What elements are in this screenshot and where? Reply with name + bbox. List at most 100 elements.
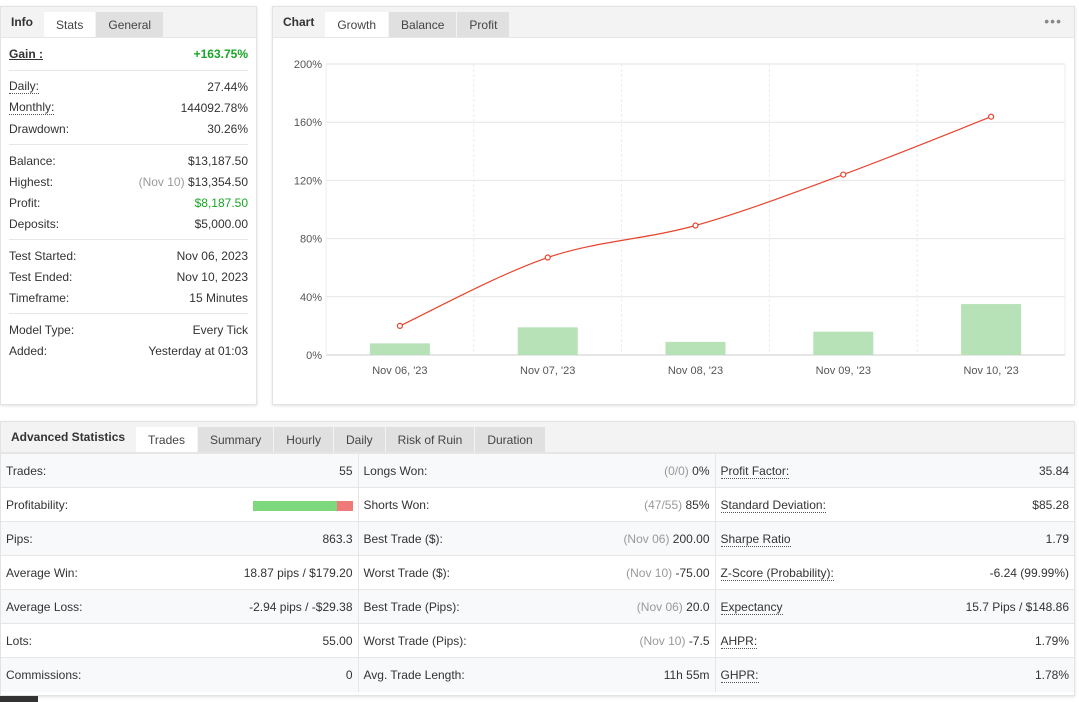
tab-profit[interactable]: Profit	[457, 12, 511, 37]
tab-trades[interactable]: Trades	[136, 427, 198, 452]
info-row: Balance: $13,187.50	[9, 150, 248, 171]
stat-label[interactable]: GHPR:	[715, 657, 895, 692]
tab-advanced-statistics[interactable]: Advanced Statistics	[1, 422, 137, 452]
stat-label: Best Trade (Pips):	[358, 589, 508, 624]
info-row-label: Test Started:	[9, 248, 77, 263]
stat-value: (0/0) 0%	[508, 453, 716, 488]
info-row: Added: Yesterday at 01:03	[9, 340, 248, 361]
tab-general[interactable]: General	[96, 12, 165, 37]
stat-value: 1.78%	[895, 657, 1074, 692]
info-row: Timeframe: 15 Minutes	[9, 287, 248, 308]
info-row-value-text: 15 Minutes	[189, 290, 248, 305]
info-row-label: Model Type:	[9, 322, 75, 337]
info-row-label: Balance:	[9, 153, 56, 168]
y-tick-label: 0%	[306, 350, 322, 362]
stat-detail: (47/55)	[644, 497, 683, 512]
table-row: Average Win: 18.87 pips / $179.20 Worst Tr…	[1, 555, 1074, 590]
stat-label[interactable]: Standard Deviation:	[715, 487, 895, 522]
profitability-bar	[252, 500, 353, 512]
stat-value: 0	[151, 657, 359, 692]
bar	[961, 304, 1022, 355]
stat-label: Longs Won:	[358, 453, 508, 488]
stat-label-text[interactable]: GHPR:	[720, 667, 759, 683]
info-row-value: $13,187.50	[188, 154, 248, 168]
stat-label: Profitability:	[1, 487, 151, 522]
x-tick-label: Nov 08, '23	[668, 365, 723, 377]
info-row-value-text: $13,187.50	[187, 153, 248, 168]
bar	[517, 327, 578, 355]
stat-label[interactable]: Expectancy	[715, 589, 895, 624]
stat-label-text[interactable]: AHPR:	[720, 633, 758, 649]
more-options-icon[interactable]: •••	[1044, 13, 1062, 29]
info-panel: Info Stats General Gain : +163.75% Daily…	[0, 6, 257, 405]
stat-label-text[interactable]: Profit Factor:	[720, 463, 790, 479]
info-row: Drawdown: 30.26%	[9, 118, 248, 139]
info-row-value-text: $13,354.50	[187, 174, 248, 189]
info-row-value-text: Yesterday at 01:03	[148, 343, 248, 358]
table-row: Pips: 863.3 Best Trade ($): (Nov 06) 200.00…	[1, 521, 1074, 556]
stat-value: 1.79%	[895, 623, 1074, 658]
stat-label[interactable]: Z-Score (Probability):	[715, 555, 895, 590]
tab-stats[interactable]: Stats	[44, 12, 97, 37]
table-row: Profitability: Shorts Won: (47/55) 85% Stan…	[1, 487, 1074, 522]
info-row-label[interactable]: Daily:	[9, 79, 40, 94]
stat-label-text[interactable]: Sharpe Ratio	[720, 531, 791, 547]
stat-value: $85.28	[895, 487, 1074, 522]
stat-value: (47/55) 85%	[508, 487, 716, 522]
advanced-statistics-panel: Advanced Statistics Trades Summary Hourl…	[0, 421, 1075, 696]
info-row-value: $5,000.00	[195, 217, 248, 231]
tab-growth[interactable]: Growth	[325, 12, 390, 37]
info-row-label[interactable]: Monthly:	[9, 100, 55, 115]
stat-label-text[interactable]: Expectancy	[720, 599, 783, 615]
info-group: Model Type: Every Tick Added: Yesterday at …	[9, 314, 248, 366]
y-tick-label: 80%	[300, 234, 322, 246]
info-tabbar: Info Stats General	[1, 7, 256, 38]
info-group: Balance: $13,187.50 Highest: (Nov 10) $13,3…	[9, 145, 248, 240]
table-row: Trades: 55 Longs Won: (0/0) 0% Profit Factor…	[1, 453, 1074, 488]
tab-info[interactable]: Info	[1, 7, 44, 37]
stat-value: (Nov 06) 20.0	[508, 589, 716, 624]
info-group: Test Started: Nov 06, 2023 Test Ended: Nov …	[9, 240, 248, 314]
tab-balance[interactable]: Balance	[389, 12, 458, 37]
y-tick-label: 40%	[300, 292, 322, 304]
info-row-value-text: 30.26%	[207, 121, 248, 136]
info-row-label: Highest:	[9, 174, 54, 189]
chart-tabbar: Chart Growth Balance Profit	[273, 7, 1074, 38]
info-row-value-text: 27.44%	[207, 79, 248, 94]
info-row-label: Timeframe:	[9, 290, 70, 305]
stat-label-text[interactable]: Standard Deviation:	[720, 497, 826, 513]
stat-detail: (0/0)	[664, 463, 689, 478]
stat-value: 35.84	[895, 453, 1074, 488]
tab-daily[interactable]: Daily	[333, 427, 386, 452]
bar	[369, 343, 430, 355]
tab-duration[interactable]: Duration	[475, 427, 546, 452]
stat-value: 55.00	[151, 623, 359, 658]
info-group: Daily: 27.44% Monthly: 144092.78% Drawdown: 3…	[9, 71, 248, 145]
table-row: Lots: 55.00 Worst Trade (Pips): (Nov 10) -7…	[1, 623, 1074, 658]
stat-detail: (Nov 10)	[626, 565, 673, 580]
growth-chart: 200% 160% 120% 80% 40% 0% Nov 06, '23 Nov 07, '…	[294, 59, 1066, 377]
tab-summary[interactable]: Summary	[197, 427, 275, 452]
stat-label[interactable]: AHPR:	[715, 623, 895, 658]
stat-value: -6.24 (99.99%)	[895, 555, 1074, 590]
info-row: Profit: $8,187.50	[9, 192, 248, 213]
stat-label: Best Trade ($):	[358, 521, 508, 556]
stat-label: Lots:	[1, 623, 151, 658]
y-tick-label: 120%	[294, 175, 322, 187]
chart-panel: Chart Growth Balance Profit ••• 200% 160%…	[272, 6, 1075, 405]
stat-label[interactable]: Sharpe Ratio	[715, 521, 895, 556]
gain-label[interactable]: Gain :	[9, 47, 44, 61]
info-row-value: (Nov 10) $13,354.50	[139, 175, 248, 189]
stat-label-text[interactable]: Z-Score (Probability):	[720, 565, 834, 581]
x-tick-label: Nov 07, '23	[520, 365, 575, 377]
stat-label: Commissions:	[1, 657, 151, 692]
advanced-stats-table: Trades: 55 Longs Won: (0/0) 0% Profit Factor…	[1, 453, 1074, 692]
data-point	[692, 222, 699, 229]
tab-risk-of-ruin[interactable]: Risk of Ruin	[385, 427, 476, 452]
tab-chart[interactable]: Chart	[273, 7, 326, 37]
bottom-strip	[0, 696, 38, 702]
stat-label[interactable]: Profit Factor:	[715, 453, 895, 488]
info-row: Monthly: 144092.78%	[9, 97, 248, 118]
tab-hourly[interactable]: Hourly	[274, 427, 334, 452]
advanced-tabbar: Advanced Statistics Trades Summary Hourl…	[1, 422, 1074, 453]
